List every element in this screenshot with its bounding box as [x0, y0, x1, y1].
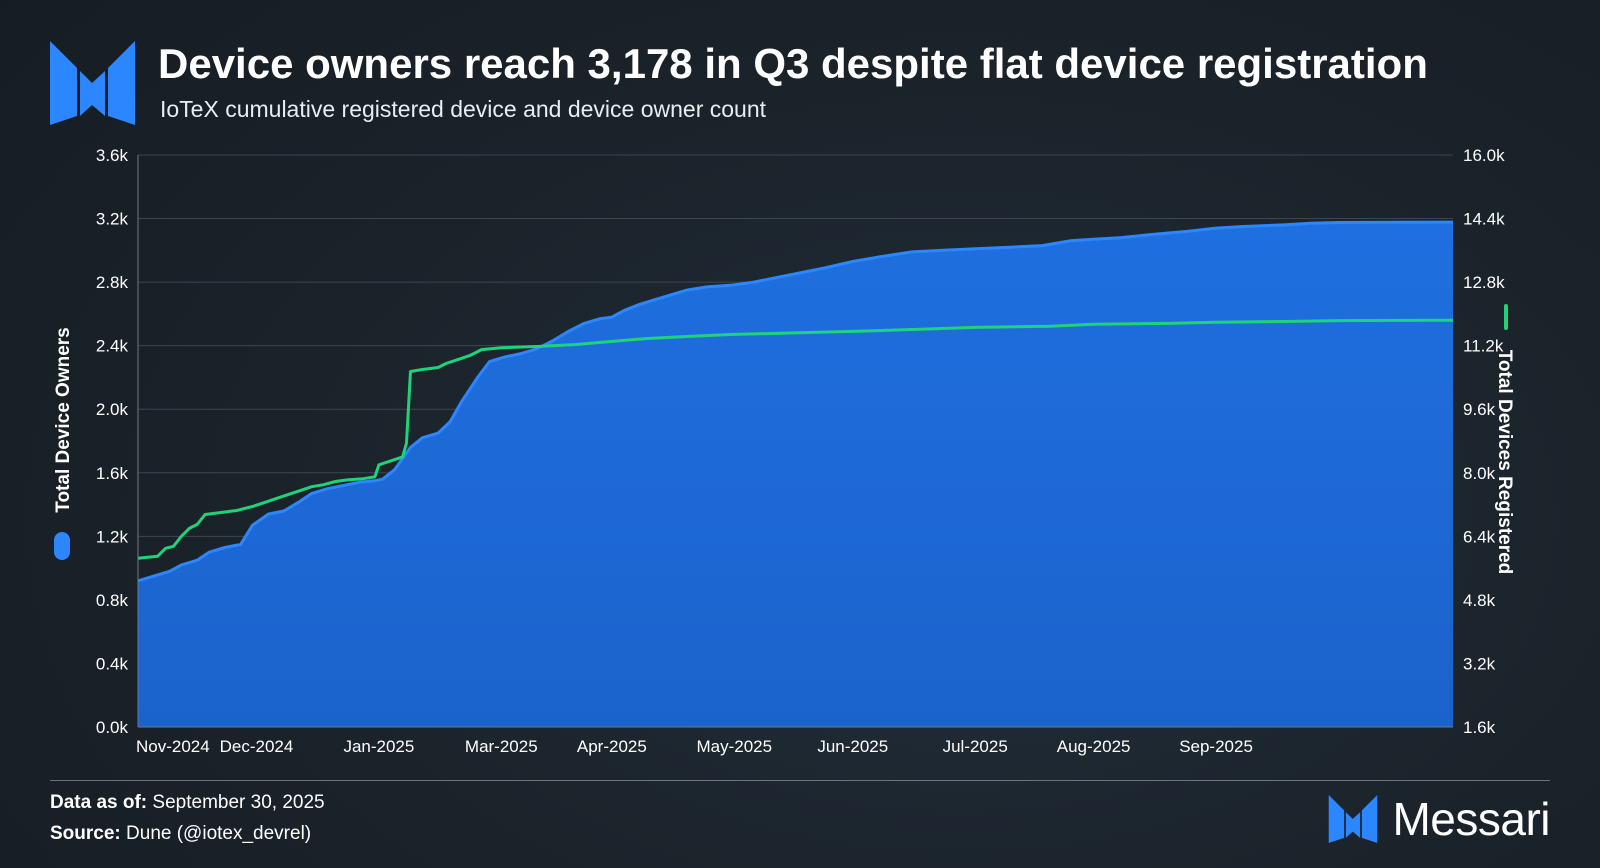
left-tick-label: 2.4k: [96, 337, 129, 356]
footer-divider: [50, 780, 1550, 781]
source: Source: Dune (@iotex_devrel): [50, 823, 311, 845]
left-tick-label: 0.8k: [96, 591, 129, 610]
devices-legend-marker: [1504, 304, 1508, 330]
chart-canvas: 0.0k 0.4k 0.8k 1.2k 1.6k 2.0k 2.4k 2.8k 3.2k 3.6k…: [53, 146, 1515, 756]
source-value: Dune (@iotex_devrel): [126, 823, 312, 844]
axis-titles: Total Device Owners Total Devices Registe…: [53, 304, 1515, 574]
x-axis-tick-labels: Nov-2024 Dec-2024 Jan-2025 Mar-2025 Apr-2025…: [136, 737, 1253, 756]
right-axis-tick-labels: 1.6k 3.2k 4.8k 6.4k 8.0k 9.6k 11.2k 12.8k 14.4k 1…: [1463, 146, 1505, 737]
owners-line: [137, 220, 1454, 583]
x-tick-label: Mar-2025: [465, 737, 538, 756]
right-tick-label: 16.0k: [1463, 146, 1505, 165]
right-tick-label: 1.6k: [1463, 718, 1496, 737]
messari-logo-icon: [50, 41, 135, 125]
left-tick-label: 0.0k: [96, 718, 129, 737]
right-tick-label: 6.4k: [1463, 527, 1496, 546]
right-tick-label: 4.8k: [1463, 591, 1496, 610]
x-tick-label: Aug-2025: [1057, 737, 1131, 756]
right-tick-label: 3.2k: [1463, 654, 1496, 673]
source-label: Source:: [50, 823, 121, 844]
brand-footer: Messari: [1328, 792, 1550, 846]
left-axis-title: Total Device Owners: [53, 327, 74, 513]
data-as-of-value: September 30, 2025: [152, 792, 325, 813]
x-tick-label: Apr-2025: [577, 737, 647, 756]
brand-name: Messari: [1392, 793, 1550, 845]
right-tick-label: 11.2k: [1463, 337, 1504, 356]
left-tick-label: 1.2k: [96, 527, 129, 546]
owners-legend-marker: [54, 532, 70, 560]
left-tick-label: 2.0k: [96, 400, 129, 419]
right-tick-label: 8.0k: [1463, 464, 1496, 483]
x-tick-label: Jul-2025: [943, 737, 1008, 756]
right-axis-title: Total Devices Registered: [1494, 350, 1515, 575]
right-tick-label: 9.6k: [1463, 400, 1496, 419]
x-tick-label: Nov-2024: [136, 737, 210, 756]
right-tick-label: 12.8k: [1463, 273, 1505, 292]
x-tick-label: Dec-2024: [220, 737, 294, 756]
chart-title: Device owners reach 3,178 in Q3 despite …: [158, 40, 1428, 87]
x-tick-label: Sep-2025: [1179, 737, 1253, 756]
x-tick-label: Jun-2025: [817, 737, 888, 756]
devices-line-series: [137, 318, 1454, 560]
left-tick-label: 3.6k: [96, 146, 129, 165]
messari-logo-icon: [1329, 795, 1378, 843]
left-tick-label: 2.8k: [96, 273, 129, 292]
left-axis-tick-labels: 0.0k 0.4k 0.8k 1.2k 1.6k 2.0k 2.4k 2.8k 3.2k 3.6k: [96, 146, 129, 737]
x-tick-label: Jan-2025: [343, 737, 414, 756]
data-as-of-label: Data as of:: [50, 792, 148, 813]
devices-line: [137, 318, 1454, 560]
data-as-of: Data as of: September 30, 2025: [50, 792, 325, 814]
axes: [137, 155, 1453, 728]
x-tick-label: May-2025: [696, 737, 772, 756]
left-tick-label: 0.4k: [96, 654, 129, 673]
left-tick-label: 3.2k: [96, 210, 129, 229]
owners-area: [138, 222, 1453, 727]
chart-subtitle: IoTeX cumulative registered device and d…: [160, 96, 767, 122]
right-tick-label: 14.4k: [1463, 210, 1505, 229]
owners-area-series: [137, 220, 1454, 727]
left-tick-label: 1.6k: [96, 464, 129, 483]
